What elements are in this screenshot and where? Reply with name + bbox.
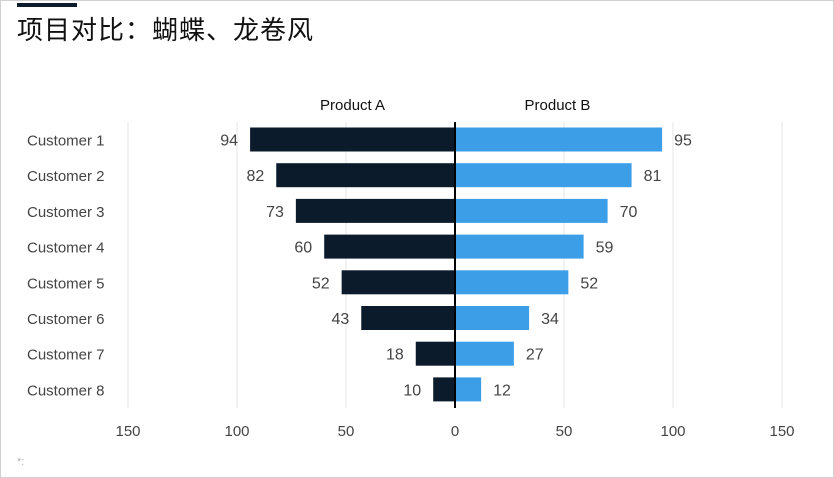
chart-title: 项目对比：蝴蝶、龙卷风 xyxy=(17,16,315,46)
category-label: Customer 6 xyxy=(27,311,105,328)
x-tick-label: 50 xyxy=(338,423,355,440)
data-label-product-b: 95 xyxy=(674,133,692,150)
bar-product-b xyxy=(455,163,632,188)
data-label-product-b: 12 xyxy=(493,382,511,399)
x-tick-label: 150 xyxy=(115,423,140,440)
data-label-product-b: 34 xyxy=(541,311,559,328)
title-accent-bar xyxy=(17,3,77,7)
bar-product-a xyxy=(250,127,455,152)
bar-product-b xyxy=(455,270,569,295)
bar-product-a xyxy=(433,377,455,402)
bar-product-a xyxy=(341,270,455,295)
category-label: Customer 5 xyxy=(27,275,105,292)
bar-product-b xyxy=(455,198,608,223)
bar-product-b xyxy=(455,377,482,402)
category-label: Customer 8 xyxy=(27,382,105,399)
category-label: Customer 3 xyxy=(27,204,105,221)
data-label-product-a: 10 xyxy=(403,382,421,399)
bar-product-b xyxy=(455,341,514,366)
x-tick-label: 0 xyxy=(451,423,459,440)
data-label-product-a: 82 xyxy=(246,168,264,185)
data-label-product-a: 73 xyxy=(266,204,284,221)
bar-product-b xyxy=(455,127,663,152)
series-label-product-a: Product A xyxy=(320,97,385,114)
footnote: *: xyxy=(17,456,25,468)
category-label: Customer 1 xyxy=(27,133,105,150)
data-label-product-a: 18 xyxy=(386,347,404,364)
bar-product-a xyxy=(295,198,455,223)
data-label-product-b: 81 xyxy=(644,168,662,185)
data-label-product-b: 52 xyxy=(580,275,598,292)
bar-product-a xyxy=(415,341,455,366)
data-label-product-a: 43 xyxy=(331,311,349,328)
category-label: Customer 4 xyxy=(27,240,105,257)
series-label-product-b: Product B xyxy=(525,97,591,114)
data-label-product-b: 27 xyxy=(526,347,544,364)
bar-product-a xyxy=(324,234,455,259)
data-label-product-b: 59 xyxy=(596,240,614,257)
data-label-product-a: 52 xyxy=(312,275,330,292)
bar-product-b xyxy=(455,306,530,330)
category-label: Customer 7 xyxy=(27,347,105,364)
x-tick-label: 50 xyxy=(556,423,573,440)
data-label-product-a: 60 xyxy=(294,240,312,257)
bar-product-b xyxy=(455,234,584,259)
data-label-product-b: 70 xyxy=(620,204,638,221)
x-tick-label: 100 xyxy=(224,423,249,440)
x-tick-label: 150 xyxy=(769,423,794,440)
bar-product-a xyxy=(361,306,455,330)
data-label-product-a: 94 xyxy=(220,133,238,150)
category-label: Customer 2 xyxy=(27,168,105,185)
x-tick-label: 100 xyxy=(660,423,685,440)
bar-product-a xyxy=(276,163,455,188)
